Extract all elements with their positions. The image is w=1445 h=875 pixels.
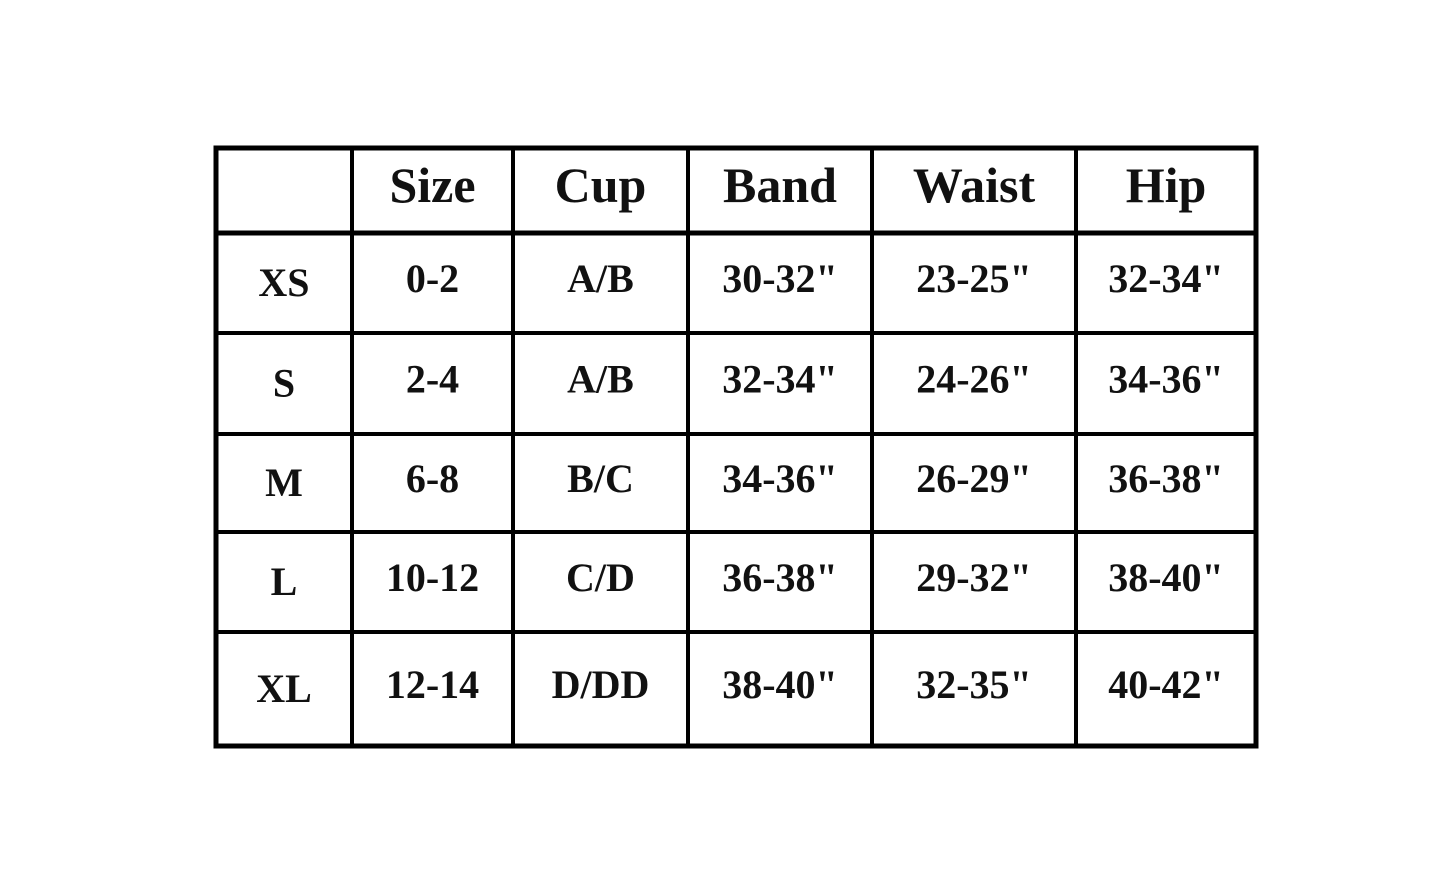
column-header: Cup	[555, 157, 647, 213]
row-label: L	[271, 559, 298, 604]
cell: 6-8	[406, 456, 459, 501]
cell: 23-25"	[916, 256, 1032, 301]
cell: 10-12	[386, 555, 479, 600]
cell: 12-14	[386, 662, 479, 707]
cell: 36-38"	[1108, 456, 1224, 501]
row-label: XS	[258, 260, 309, 305]
cell: C/D	[566, 555, 635, 600]
cell: 26-29"	[916, 456, 1032, 501]
cell: 40-42"	[1108, 662, 1224, 707]
cell: 38-40"	[722, 662, 838, 707]
cell: 2-4	[406, 357, 459, 402]
row-label: XL	[256, 666, 312, 711]
cell: B/C	[567, 456, 634, 501]
cell: 36-38"	[722, 555, 838, 600]
cell: 34-36"	[1108, 357, 1224, 402]
grid	[213, 146, 1259, 748]
row-label: M	[265, 460, 303, 505]
column-header: Hip	[1126, 157, 1207, 213]
cell: 29-32"	[916, 555, 1032, 600]
cell: 24-26"	[916, 357, 1032, 402]
cell: 32-34"	[1108, 256, 1224, 301]
cell: 0-2	[406, 256, 459, 301]
row-label: S	[273, 361, 295, 406]
cell: 34-36"	[722, 456, 838, 501]
table-border	[213, 145, 1259, 749]
cell: A/B	[567, 357, 634, 402]
cell: 38-40"	[1108, 555, 1224, 600]
column-header: Size	[389, 157, 475, 213]
cell: 32-35"	[916, 662, 1032, 707]
cell: D/DD	[552, 662, 650, 707]
cell: 32-34"	[722, 357, 838, 402]
cell: A/B	[567, 256, 634, 301]
cell: 30-32"	[722, 256, 838, 301]
column-header: Waist	[913, 157, 1036, 213]
column-header: Band	[723, 157, 837, 213]
